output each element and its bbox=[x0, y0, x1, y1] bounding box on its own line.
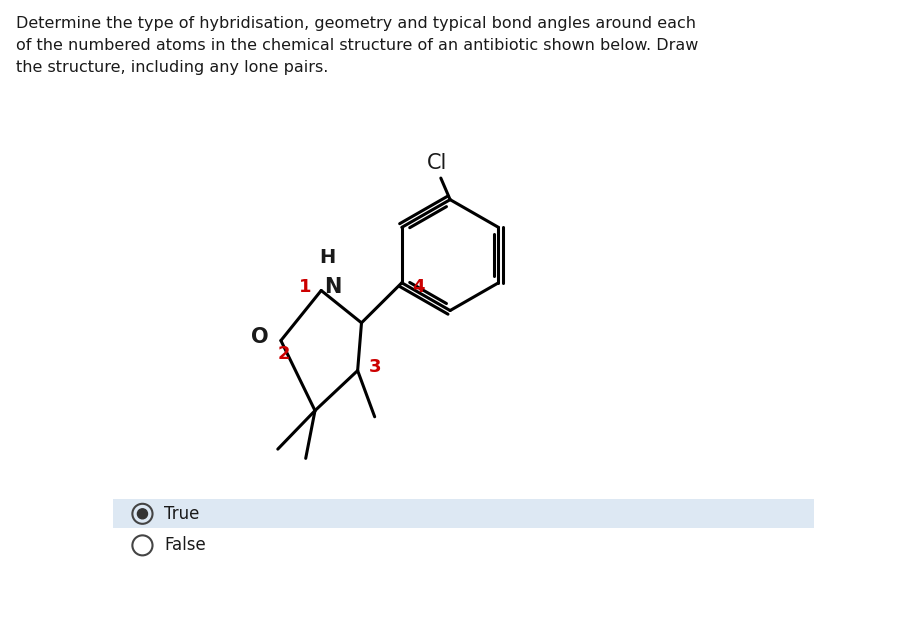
FancyBboxPatch shape bbox=[113, 499, 813, 529]
Text: 1: 1 bbox=[298, 278, 311, 296]
Text: H: H bbox=[319, 248, 335, 268]
Circle shape bbox=[137, 509, 147, 519]
Text: 3: 3 bbox=[368, 358, 380, 376]
Text: 2: 2 bbox=[277, 345, 290, 364]
Text: N: N bbox=[324, 278, 341, 297]
Text: Determine the type of hybridisation, geometry and typical bond angles around eac: Determine the type of hybridisation, geo… bbox=[16, 16, 698, 75]
Text: Cl: Cl bbox=[426, 153, 447, 173]
Text: 4: 4 bbox=[412, 278, 424, 296]
Text: True: True bbox=[164, 505, 200, 523]
Text: False: False bbox=[164, 536, 206, 554]
Text: O: O bbox=[251, 327, 268, 347]
